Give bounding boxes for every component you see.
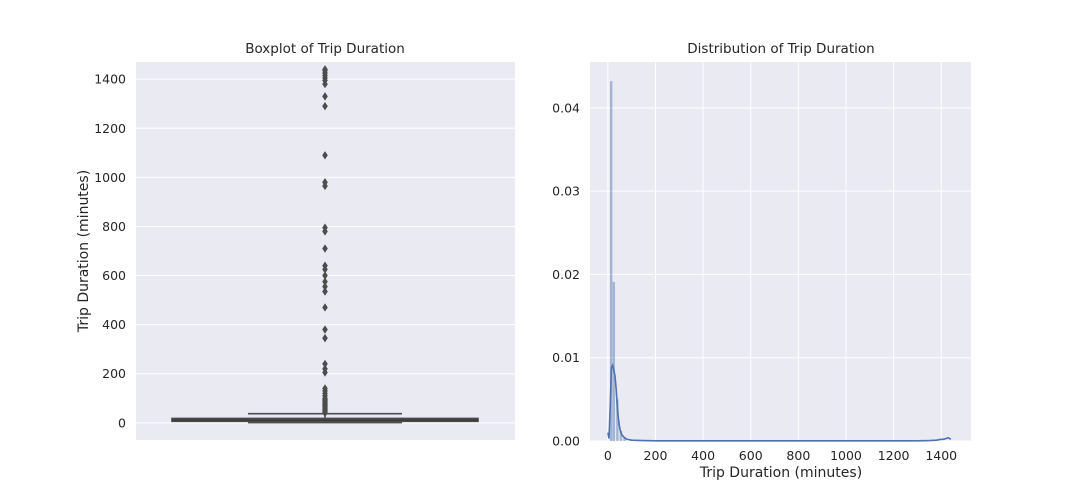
outlier-point	[322, 333, 328, 343]
kde-line	[607, 362, 952, 442]
boxplot-y-axis-label: Trip Duration (minutes)	[76, 170, 92, 333]
histogram-x-ticks: 0 200 400 600 800 1000 1200 1400	[604, 448, 957, 463]
histogram-x-tick-label: 400	[691, 448, 715, 463]
histogram-x-tick-label: 0	[604, 448, 612, 463]
outlier-point	[322, 101, 328, 111]
boxplot-y-tick-label: 1400	[94, 72, 126, 87]
outlier-point	[322, 287, 328, 296]
outlier-point	[322, 244, 328, 253]
histogram-y-tick-label: 0.00	[552, 434, 580, 449]
histogram-y-tick-label: 0.04	[552, 100, 580, 115]
outlier-point	[322, 384, 328, 393]
histogram-bars	[609, 81, 626, 442]
boxplot-y-tick-label: 800	[102, 219, 126, 234]
histogram-y-tick-label: 0.02	[552, 267, 580, 282]
boxplot-panel: 0 200 400 600 800 1000 1200 1400 Boxplot of Tri…	[76, 41, 515, 440]
histogram-bar	[612, 281, 616, 441]
boxplot-y-tick-label: 200	[102, 366, 126, 381]
boxplot-outliers	[322, 65, 328, 418]
outlier-point	[322, 92, 328, 101]
boxplot-y-ticks: 0 200 400 600 800 1000 1200 1400	[94, 72, 126, 431]
boxplot-title: Boxplot of Trip Duration	[245, 41, 405, 57]
boxplot-y-tick-label: 600	[102, 268, 126, 283]
boxplot-y-tick-label: 400	[102, 317, 126, 332]
histogram-bar	[619, 431, 623, 441]
outlier-point	[322, 359, 328, 369]
outlier-point	[322, 364, 328, 374]
outlier-point	[322, 277, 328, 286]
boxplot-y-tick-label: 1000	[94, 170, 126, 185]
histogram-title: Distribution of Trip Duration	[687, 41, 874, 57]
outlier-point	[322, 303, 328, 312]
histogram-y-tick-label: 0.01	[552, 350, 580, 365]
outlier-point	[322, 261, 328, 270]
histogram-x-tick-label: 200	[644, 448, 668, 463]
outlier-point	[322, 178, 328, 187]
boxplot-y-tick-label: 0	[118, 415, 126, 430]
histogram-x-tick-label: 1400	[925, 448, 957, 463]
outlier-point	[322, 65, 328, 74]
histogram-x-tick-label: 1200	[878, 448, 910, 463]
histogram-plot-area	[590, 62, 971, 441]
boxplot-y-tick-label: 1200	[94, 121, 126, 136]
outlier-point	[322, 151, 328, 160]
histogram-bar	[616, 399, 619, 441]
histogram-panel: 0 200 400 600 800 1000 1200 1400 0.000.010.020.…	[552, 41, 971, 481]
outlier-point	[322, 223, 328, 232]
histogram-bar	[609, 81, 613, 442]
histogram-y-tick-label: 0.03	[552, 184, 580, 199]
histogram-bar	[623, 437, 626, 441]
histogram-x-tick-label: 800	[786, 448, 810, 463]
histogram-y-ticks: 0.00 0.01 0.02 0.03 0.04	[552, 100, 580, 448]
outlier-point	[322, 325, 328, 334]
outlier-point	[322, 282, 328, 291]
histogram-x-tick-label: 1000	[830, 448, 862, 463]
histogram-x-axis-label: Trip Duration (minutes)	[699, 465, 862, 481]
outlier-point	[322, 271, 328, 280]
histogram-x-tick-label: 600	[739, 448, 763, 463]
